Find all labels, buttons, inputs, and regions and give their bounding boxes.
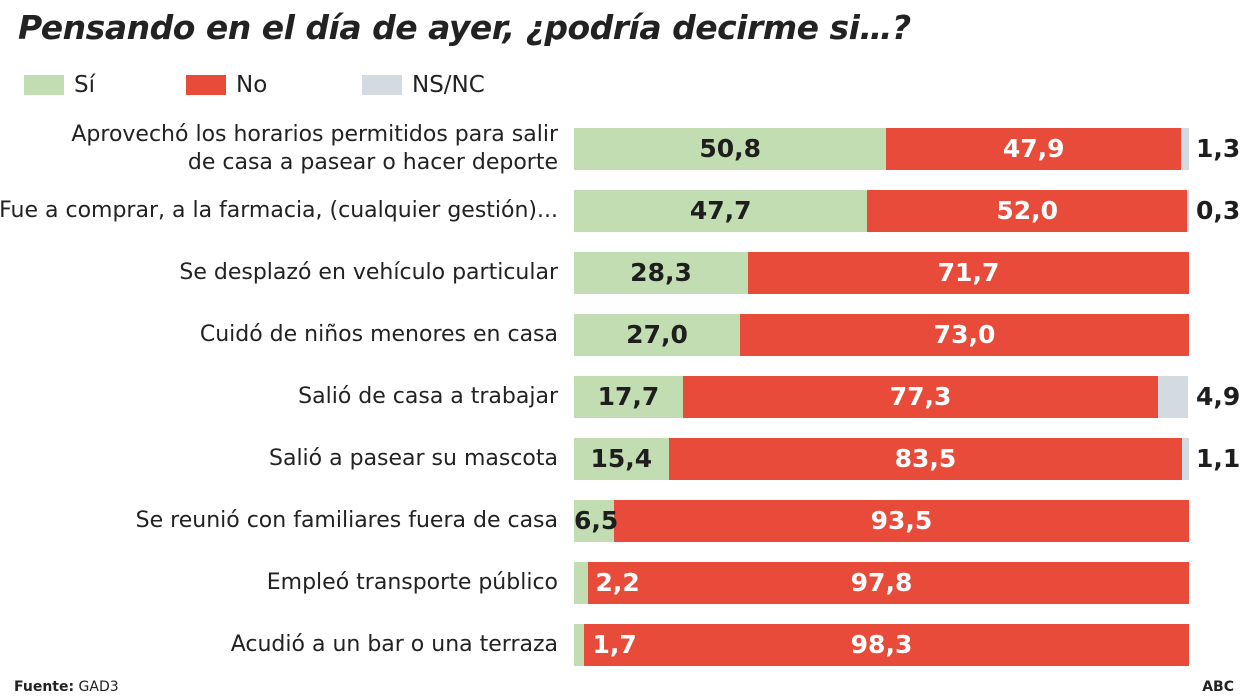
legend-label-si: Sí bbox=[74, 72, 95, 98]
category-label-line: Se reunió con familiares fuera de casa bbox=[135, 508, 558, 533]
value-label-no: 83,5 bbox=[894, 444, 957, 473]
category-label: Se desplazó en vehículo particular bbox=[179, 259, 558, 287]
bar-no bbox=[748, 252, 1189, 294]
bar-no bbox=[587, 562, 1189, 604]
value-label-nsnc: 4,9 bbox=[1196, 382, 1241, 411]
bar-si bbox=[574, 190, 868, 232]
bar-no bbox=[613, 500, 1189, 542]
source-note: Fuente: GAD3 bbox=[14, 679, 119, 695]
bar-si bbox=[574, 500, 614, 542]
value-label-no: 71,7 bbox=[937, 258, 1000, 287]
bar-no bbox=[740, 314, 1189, 356]
bar-si bbox=[574, 128, 887, 170]
legend-swatch-nsnc bbox=[362, 75, 402, 95]
legend-item-nsnc: NS/NC bbox=[362, 72, 485, 98]
category-label: Cuidó de niños menores en casa bbox=[200, 321, 558, 349]
category-label-line: Salió a pasear su mascota bbox=[269, 446, 558, 471]
category-label-line: Se desplazó en vehículo particular bbox=[179, 260, 558, 285]
value-label-si: 17,7 bbox=[597, 382, 660, 411]
value-label-no: 97,8 bbox=[850, 568, 913, 597]
source-value: GAD3 bbox=[78, 679, 119, 695]
category-label: Aprovechó los horarios permitidos para s… bbox=[71, 121, 558, 177]
bar-no bbox=[668, 438, 1183, 480]
legend-swatch-no bbox=[186, 75, 226, 95]
bar-no bbox=[867, 190, 1188, 232]
value-label-si: 47,7 bbox=[689, 196, 752, 225]
legend-label-nsnc: NS/NC bbox=[412, 72, 485, 98]
category-label: Salió de casa a trabajar bbox=[298, 383, 558, 411]
value-label-no: 93,5 bbox=[870, 506, 933, 535]
value-label-si: 2,2 bbox=[595, 568, 640, 597]
value-label-si: 28,3 bbox=[630, 258, 692, 287]
bar-nsnc bbox=[1182, 438, 1189, 480]
category-label-line: Cuidó de niños menores en casa bbox=[199, 322, 558, 347]
value-label-no: 52,0 bbox=[996, 196, 1059, 225]
value-label-nsnc: 1,1 bbox=[1196, 444, 1241, 473]
category-label: Fue a comprar, a la farmacia, (cualquier… bbox=[0, 197, 558, 225]
category-label-line: de casa a pasear o hacer deporte bbox=[187, 150, 558, 175]
category-label-line: Acudió a un bar o una terraza bbox=[230, 632, 558, 657]
value-label-nsnc: 0,3 bbox=[1196, 196, 1241, 225]
bar-no bbox=[886, 128, 1181, 170]
value-label-no: 73,0 bbox=[933, 320, 996, 349]
source-label: Fuente: bbox=[14, 679, 75, 695]
bar-si bbox=[574, 438, 669, 480]
bar-nsnc bbox=[1158, 376, 1189, 418]
legend-item-no: No bbox=[186, 72, 267, 98]
bar-no bbox=[584, 624, 1189, 666]
value-label-si: 1,7 bbox=[592, 630, 637, 659]
bar-si bbox=[574, 624, 585, 666]
bar-si bbox=[574, 562, 588, 604]
value-label-no: 98,3 bbox=[850, 630, 913, 659]
value-label-no: 77,3 bbox=[889, 382, 952, 411]
category-label: Acudió a un bar o una terraza bbox=[231, 631, 558, 659]
value-label-nsnc: 1,3 bbox=[1196, 134, 1241, 163]
legend-label-no: No bbox=[236, 72, 268, 98]
value-label-no: 47,9 bbox=[1002, 134, 1065, 163]
brand-label: ABC bbox=[1202, 679, 1234, 695]
bar-no bbox=[682, 376, 1159, 418]
legend-swatch-si bbox=[24, 75, 64, 95]
category-label-line: Salió de casa a trabajar bbox=[298, 384, 558, 409]
bar-si bbox=[574, 314, 741, 356]
legend-item-si: Sí bbox=[24, 72, 95, 98]
category-label-line: Fue a comprar, a la farmacia, (cualquier… bbox=[0, 198, 558, 223]
category-label-line: Empleó transporte público bbox=[266, 570, 558, 595]
value-label-si: 27,0 bbox=[626, 320, 688, 349]
category-label: Se reunió con familiares fuera de casa bbox=[136, 507, 558, 535]
bar-nsnc bbox=[1187, 190, 1189, 232]
bar-si bbox=[574, 376, 683, 418]
value-label-si: 50,8 bbox=[699, 134, 762, 163]
bar-nsnc bbox=[1181, 128, 1189, 170]
category-label: Empleó transporte público bbox=[267, 569, 558, 597]
bar-si bbox=[574, 252, 749, 294]
value-label-si: 15,4 bbox=[590, 444, 653, 473]
chart-title: Pensando en el día de ayer, ¿podría deci… bbox=[18, 8, 911, 47]
category-label-line: Aprovechó los horarios permitidos para s… bbox=[71, 122, 558, 147]
category-label: Salió a pasear su mascota bbox=[269, 445, 558, 473]
value-label-si: 6,5 bbox=[574, 506, 619, 535]
